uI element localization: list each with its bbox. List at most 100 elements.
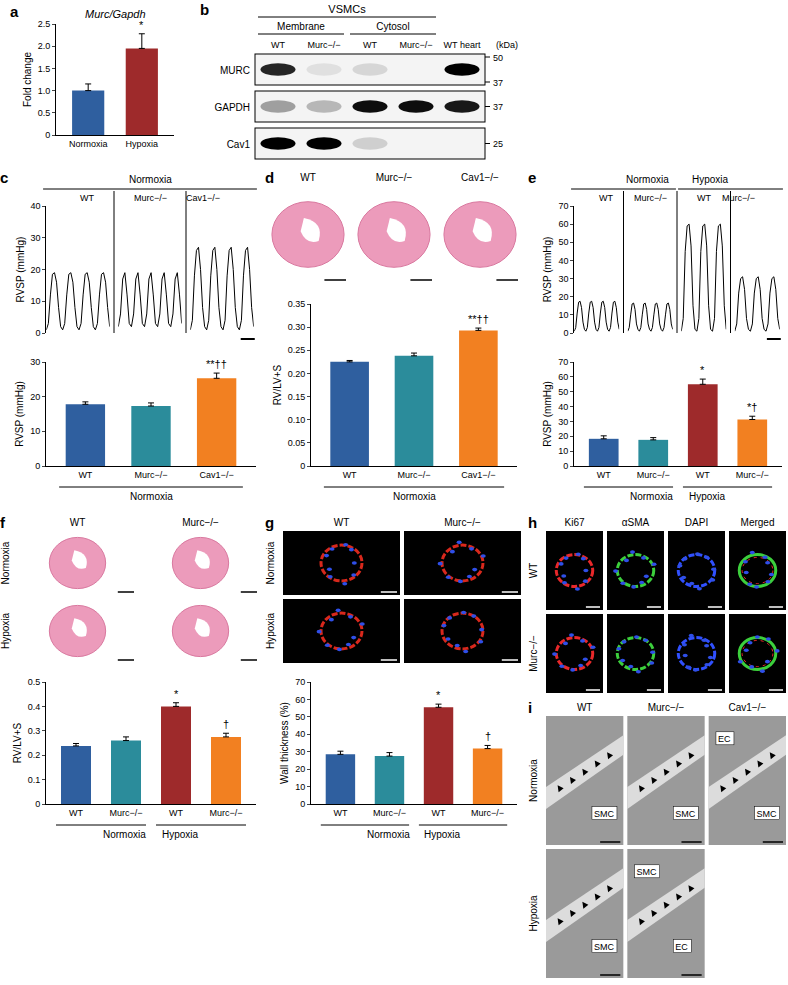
svg-text:30: 30 [558, 417, 568, 427]
svg-text:Murc−/−: Murc−/− [648, 702, 685, 713]
svg-text:0.25: 0.25 [288, 345, 306, 355]
svg-text:Cav1−/−: Cav1−/− [200, 470, 234, 480]
svg-text:0.10: 0.10 [288, 415, 306, 425]
svg-text:WT: WT [697, 193, 711, 203]
svg-text:(kDa): (kDa) [496, 40, 518, 50]
svg-text:0.20: 0.20 [288, 369, 306, 379]
svg-text:20: 20 [31, 265, 41, 275]
svg-text:Murc−/−: Murc−/− [399, 40, 432, 50]
svg-text:Murc−/−: Murc−/− [397, 470, 430, 480]
svg-text:SMC: SMC [637, 867, 658, 877]
svg-text:*: * [436, 689, 441, 701]
svg-text:Cav1: Cav1 [227, 139, 251, 150]
svg-text:0.3: 0.3 [28, 726, 41, 736]
svg-text:0.30: 0.30 [288, 322, 306, 332]
svg-text:WT: WT [577, 702, 593, 713]
svg-text:Murc−/−: Murc−/− [109, 808, 142, 818]
svg-text:Murc−/−: Murc−/− [634, 193, 667, 203]
svg-text:30: 30 [30, 357, 40, 367]
svg-text:WT: WT [343, 470, 357, 480]
svg-text:Normoxia: Normoxia [130, 491, 173, 502]
svg-text:10: 10 [31, 296, 41, 306]
svg-text:37: 37 [493, 102, 503, 112]
svg-text:30: 30 [295, 747, 305, 757]
svg-text:*: * [700, 364, 705, 376]
svg-text:Hypoxia: Hypoxia [424, 829, 461, 840]
svg-text:Normoxia: Normoxia [129, 174, 172, 185]
svg-text:50: 50 [493, 53, 503, 63]
svg-text:Murc−/−: Murc−/− [373, 808, 406, 818]
svg-text:*: * [174, 688, 179, 700]
svg-text:10: 10 [558, 310, 568, 320]
svg-text:0.15: 0.15 [288, 392, 306, 402]
svg-text:Hypoxia: Hypoxia [0, 613, 11, 650]
svg-text:40: 40 [558, 402, 568, 412]
svg-text:WT: WT [432, 808, 446, 818]
svg-text:RV/LV+S: RV/LV+S [272, 364, 283, 405]
svg-text:Murc−/−: Murc−/− [134, 470, 167, 480]
svg-text:Normoxia: Normoxia [103, 829, 146, 840]
svg-text:SMC: SMC [757, 809, 778, 819]
svg-text:Fold change: Fold change [22, 52, 33, 107]
svg-text:Normoxia: Normoxia [0, 541, 11, 584]
svg-text:10: 10 [295, 782, 305, 792]
svg-text:WT heart: WT heart [444, 40, 481, 50]
svg-text:50: 50 [558, 237, 568, 247]
svg-text:Hypoxia: Hypoxia [689, 491, 726, 502]
svg-text:WT: WT [78, 470, 92, 480]
svg-text:SMC: SMC [594, 942, 615, 952]
svg-text:WT: WT [334, 517, 350, 528]
svg-text:70: 70 [295, 677, 305, 687]
svg-text:DAPI: DAPI [685, 517, 708, 528]
svg-text:RVSP (mmHg): RVSP (mmHg) [542, 381, 553, 447]
svg-text:RVSP (mmHg): RVSP (mmHg) [14, 381, 25, 447]
svg-text:20: 20 [295, 764, 305, 774]
svg-text:2.5: 2.5 [38, 19, 51, 29]
svg-text:10: 10 [558, 446, 568, 456]
svg-text:WT: WT [69, 808, 83, 818]
svg-text:GAPDH: GAPDH [214, 102, 250, 113]
svg-text:WT: WT [333, 808, 347, 818]
svg-text:2.0: 2.0 [38, 41, 51, 51]
svg-text:0.2: 0.2 [28, 750, 41, 760]
svg-text:**††: **†† [206, 358, 227, 370]
svg-text:40: 40 [295, 729, 305, 739]
svg-text:37: 37 [493, 78, 503, 88]
svg-text:30: 30 [558, 274, 568, 284]
svg-text:αSMA: αSMA [622, 517, 650, 528]
svg-text:Normoxia: Normoxia [393, 491, 436, 502]
svg-text:SMC: SMC [675, 809, 696, 819]
svg-text:1.0: 1.0 [38, 86, 51, 96]
svg-text:0.4: 0.4 [28, 702, 41, 712]
svg-text:Normoxia: Normoxia [528, 759, 539, 802]
svg-text:WT: WT [70, 517, 86, 528]
svg-text:Murc−/−: Murc−/− [722, 193, 755, 203]
svg-text:WT: WT [80, 193, 94, 203]
svg-text:Wall thickness (%): Wall thickness (%) [279, 702, 290, 784]
svg-text:Cav1−/−: Cav1−/− [461, 470, 495, 480]
svg-text:0.35: 0.35 [288, 299, 306, 309]
svg-text:Cytosol: Cytosol [376, 21, 409, 32]
svg-text:0: 0 [300, 461, 305, 471]
svg-text:Murc−/−: Murc−/− [307, 40, 340, 50]
svg-text:EC: EC [718, 734, 731, 744]
svg-text:70: 70 [558, 357, 568, 367]
svg-text:Hypoxia: Hypoxia [126, 139, 159, 149]
svg-text:Normoxia: Normoxia [626, 174, 669, 185]
svg-text:0: 0 [36, 328, 41, 338]
svg-text:WT: WT [599, 193, 613, 203]
svg-text:0.1: 0.1 [28, 775, 41, 785]
svg-text:Normoxia: Normoxia [367, 829, 410, 840]
svg-text:50: 50 [295, 712, 305, 722]
svg-text:70: 70 [558, 201, 568, 211]
svg-text:40: 40 [31, 201, 41, 211]
svg-text:Normoxia: Normoxia [630, 491, 673, 502]
svg-text:0: 0 [35, 461, 40, 471]
svg-text:0: 0 [35, 799, 40, 809]
svg-text:Cav1−/−: Cav1−/− [728, 702, 766, 713]
svg-text:WT: WT [597, 470, 611, 480]
svg-text:*: * [139, 19, 144, 31]
svg-text:60: 60 [558, 219, 568, 229]
svg-text:Murc−/−: Murc−/− [209, 808, 242, 818]
svg-text:20: 20 [558, 292, 568, 302]
